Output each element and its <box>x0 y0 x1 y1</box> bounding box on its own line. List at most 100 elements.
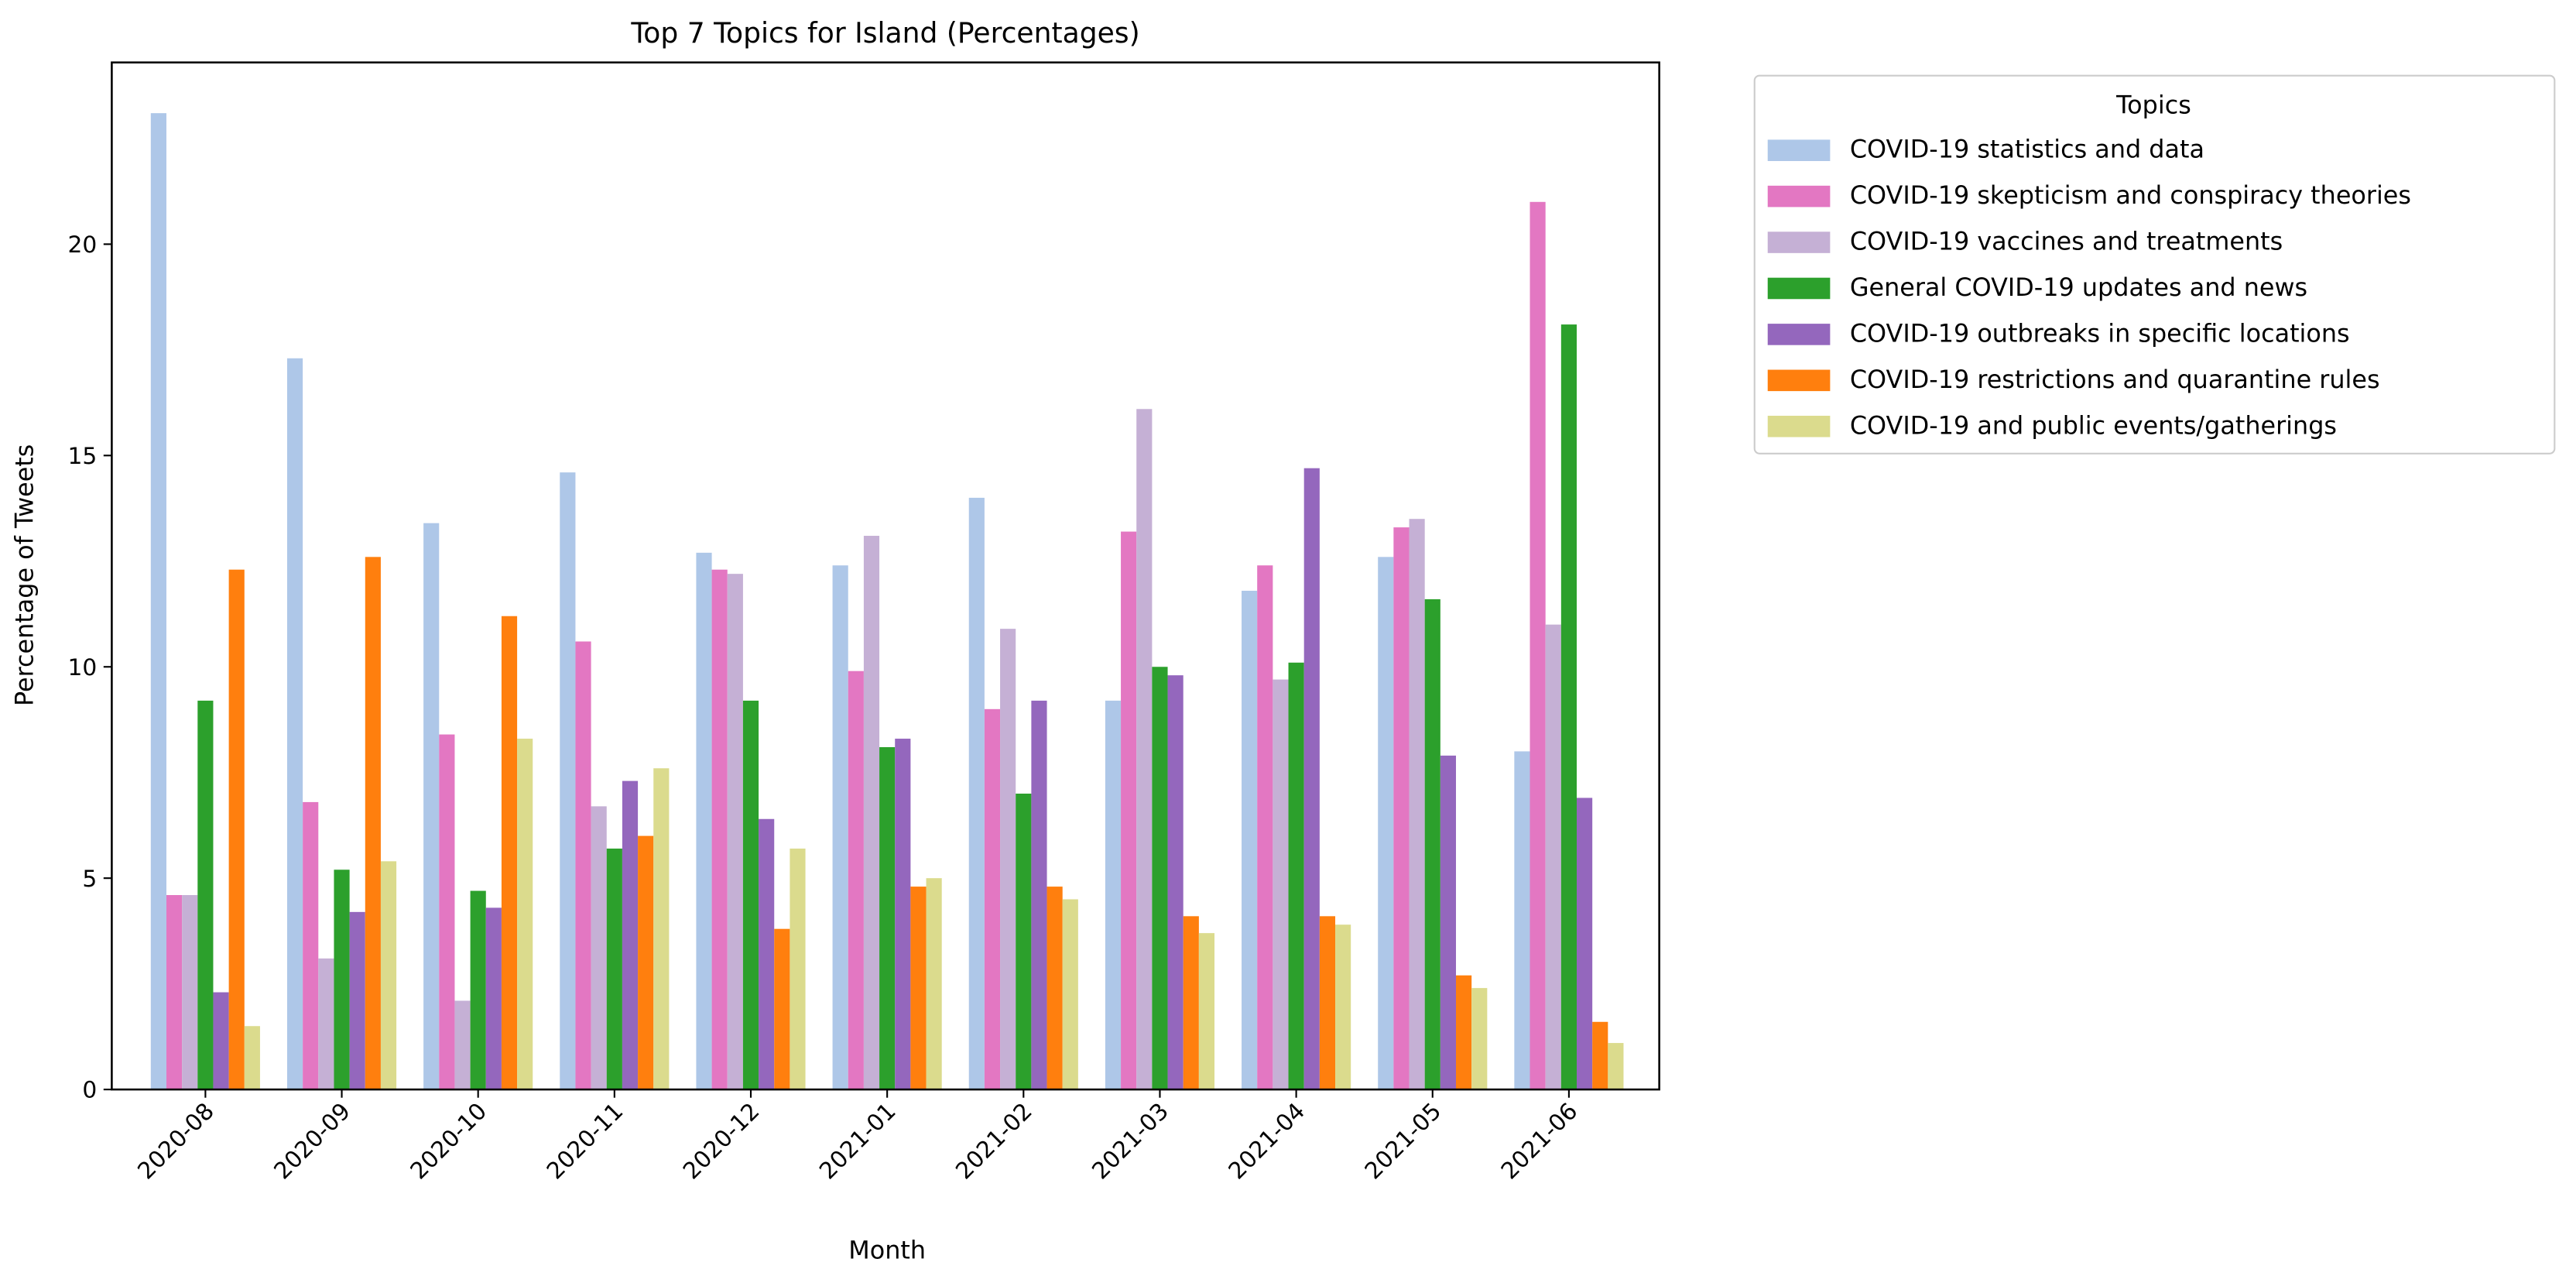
legend-swatch <box>1767 185 1831 208</box>
bar <box>1136 409 1153 1090</box>
bar <box>606 848 622 1090</box>
bar <box>365 557 381 1090</box>
bar <box>501 616 518 1090</box>
bar <box>286 358 303 1090</box>
bar <box>1242 590 1258 1090</box>
bar <box>1514 751 1530 1090</box>
y-tick-label: 5 <box>82 866 97 893</box>
bar <box>1016 794 1032 1090</box>
bar <box>560 472 576 1090</box>
y-tick-label: 20 <box>68 232 98 259</box>
bar <box>774 928 790 1090</box>
bar <box>895 739 911 1090</box>
bar <box>1198 933 1215 1090</box>
bar <box>318 958 334 1090</box>
bar <box>1319 916 1336 1090</box>
bar <box>182 895 198 1090</box>
bar <box>1046 887 1063 1090</box>
legend-swatch <box>1767 232 1831 253</box>
bar <box>1378 557 1394 1090</box>
legend-title: Topics <box>2115 90 2191 119</box>
x-tick-label: 2020-10 <box>406 1098 493 1185</box>
bar <box>1183 916 1199 1090</box>
bar <box>1440 755 1457 1090</box>
bar <box>166 895 183 1090</box>
plot-frame <box>111 61 1660 1091</box>
bar <box>1393 527 1410 1090</box>
x-tick-label: 2020-08 <box>132 1098 220 1185</box>
bar <box>711 569 728 1090</box>
bar <box>1409 519 1425 1090</box>
bar <box>1121 531 1137 1090</box>
bar <box>1545 624 1561 1090</box>
bar <box>1608 1043 1624 1090</box>
legend-swatch <box>1767 369 1831 392</box>
legend-box <box>1753 74 2556 454</box>
bar <box>1456 975 1472 1090</box>
bar <box>1303 468 1320 1090</box>
bar <box>848 671 864 1090</box>
bar <box>213 992 229 1090</box>
x-tick-label: 2021-02 <box>951 1098 1038 1185</box>
bar <box>638 835 654 1090</box>
bar <box>454 1000 471 1090</box>
bar <box>423 523 440 1090</box>
bar <box>1105 700 1122 1090</box>
x-tick-label: 2021-05 <box>1360 1098 1447 1185</box>
bar <box>984 708 1001 1090</box>
bar <box>1288 662 1304 1090</box>
bar <box>517 739 533 1090</box>
x-tick-label: 2021-06 <box>1496 1098 1584 1185</box>
bar <box>1273 679 1289 1090</box>
x-tick-label: 2020-11 <box>542 1098 629 1185</box>
bar <box>197 700 214 1090</box>
bar <box>1152 667 1168 1090</box>
bar <box>1471 988 1488 1090</box>
legend-label: COVID-19 statistics and data <box>1850 135 2204 164</box>
bar <box>380 861 397 1090</box>
legend-swatch <box>1767 324 1831 345</box>
y-axis-label: Percentage of Tweets <box>10 444 39 706</box>
bar <box>439 734 455 1090</box>
bar <box>1031 700 1047 1090</box>
bar <box>653 768 670 1090</box>
y-tick-label: 0 <box>82 1077 97 1104</box>
bar <box>696 552 712 1090</box>
bar <box>759 818 775 1090</box>
legend-swatch <box>1767 139 1831 161</box>
legend-label: General COVID-19 updates and news <box>1850 273 2307 302</box>
legend-label: COVID-19 and public events/gatherings <box>1850 410 2337 440</box>
bar <box>1592 1021 1608 1090</box>
x-axis-label: Month <box>848 1236 926 1265</box>
legend-label: COVID-19 skepticism and conspiracy theor… <box>1850 180 2411 210</box>
bar <box>910 887 927 1090</box>
bar <box>968 497 985 1090</box>
y-tick-label: 15 <box>68 443 98 470</box>
x-tick-label: 2020-12 <box>678 1098 766 1185</box>
bar <box>742 700 759 1090</box>
legend-label: COVID-19 outbreaks in specific locations <box>1850 318 2350 348</box>
x-tick-label: 2021-03 <box>1087 1098 1174 1185</box>
bar <box>1062 899 1078 1090</box>
bar <box>150 113 166 1090</box>
chart-title: Top 7 Topics for Island (Percentages) <box>630 17 1139 50</box>
bar <box>879 746 896 1090</box>
bar <box>1257 565 1273 1090</box>
bar <box>591 806 607 1090</box>
bar <box>485 907 502 1090</box>
bar <box>727 574 743 1090</box>
bar <box>832 565 848 1090</box>
bar <box>1167 675 1184 1090</box>
legend-swatch <box>1767 277 1831 300</box>
bar <box>1560 324 1577 1090</box>
bar <box>470 890 486 1090</box>
bar <box>334 870 350 1090</box>
bar <box>1335 924 1351 1090</box>
x-tick-label: 2021-04 <box>1223 1098 1310 1185</box>
legend-label: COVID-19 vaccines and treatments <box>1850 227 2283 256</box>
bar <box>1424 599 1440 1090</box>
bar <box>790 848 806 1090</box>
x-tick-label: 2021-01 <box>814 1098 902 1185</box>
